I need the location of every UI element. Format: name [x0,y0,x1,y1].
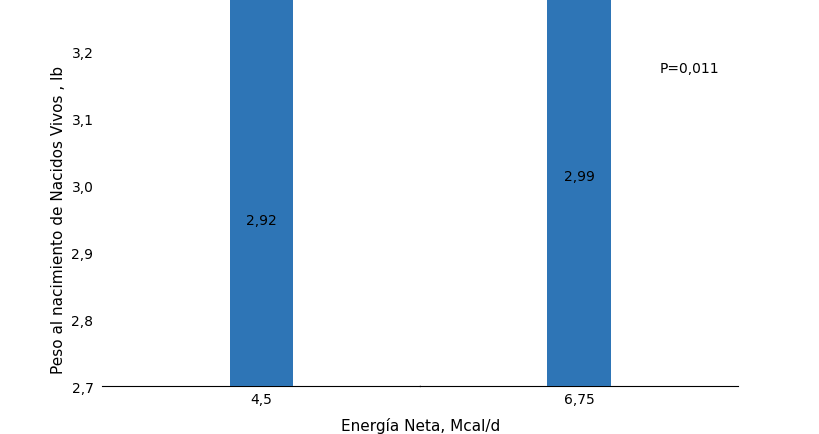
Text: 2,92: 2,92 [246,213,276,227]
Bar [229,0,293,386]
X-axis label: Energía Neta, Mcal/d: Energía Neta, Mcal/d [340,417,500,433]
Bar [547,0,610,386]
Text: P=0,011: P=0,011 [658,62,718,76]
Y-axis label: Peso al nacimiento de Nacidos Vivos , lb: Peso al nacimiento de Nacidos Vivos , lb [51,66,66,373]
Text: 2,99: 2,99 [563,169,594,183]
